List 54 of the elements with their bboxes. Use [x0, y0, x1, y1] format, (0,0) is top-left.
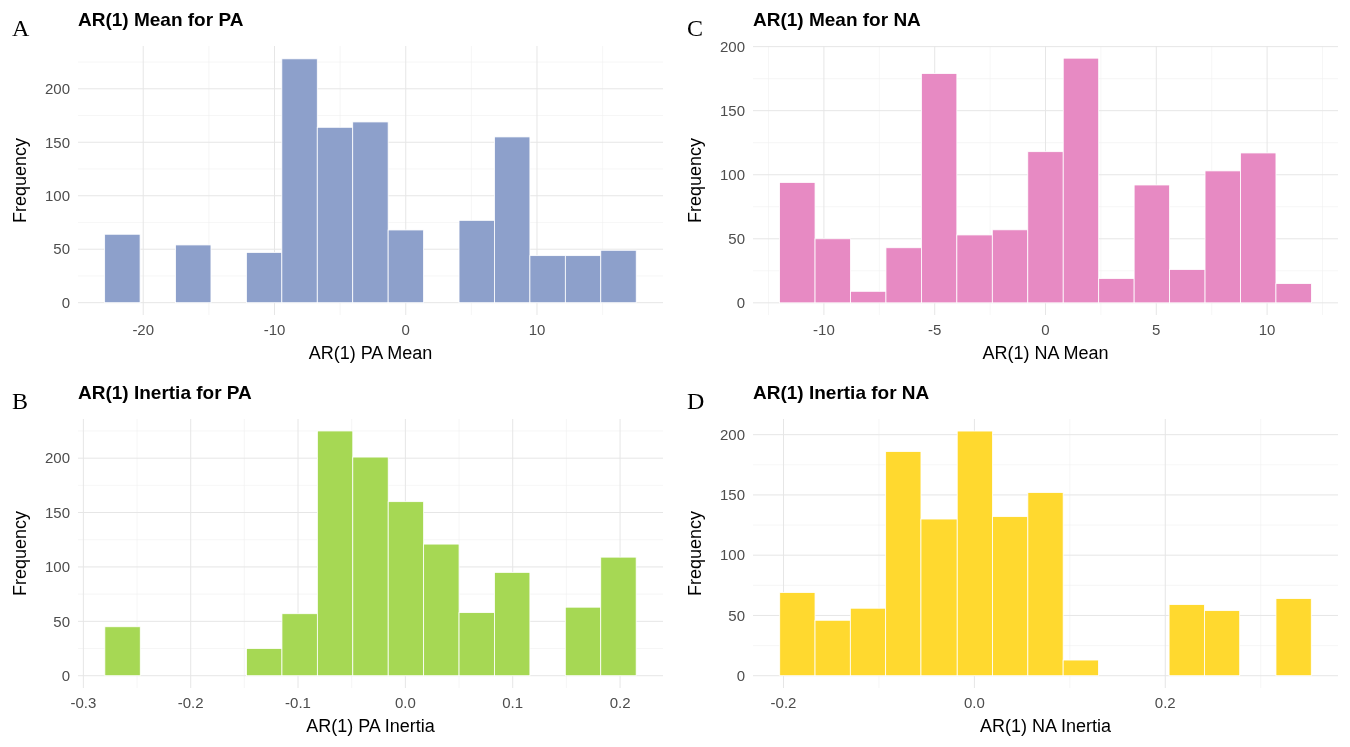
x-tick-label: 5: [1152, 321, 1161, 338]
x-axis-title: AR(1) NA Mean: [982, 343, 1109, 363]
x-tick-label: -0.1: [285, 694, 311, 711]
y-tick-label: 50: [53, 240, 70, 258]
y-axis-title: Frequency: [685, 137, 705, 224]
y-tick-label: 0: [61, 666, 70, 684]
y-tick-label: 200: [719, 425, 745, 443]
chart-title: AR(1) Mean for PA: [78, 9, 244, 30]
y-tick-label: 50: [53, 612, 70, 630]
y-tick-label: 100: [719, 546, 745, 564]
y-tick-label: 0: [736, 666, 745, 684]
x-tick-label: 0.0: [963, 694, 985, 711]
x-tick-label: -10: [263, 321, 286, 338]
y-tick-label: 50: [728, 230, 745, 248]
y-tick-label: 150: [44, 133, 70, 151]
text: D: [687, 388, 705, 414]
x-axis-title: AR(1) PA Inertia: [306, 716, 436, 736]
x-tick-label: 0: [1041, 321, 1050, 338]
chart-title: AR(1) Inertia for PA: [78, 382, 253, 403]
x-tick-label: -10: [813, 321, 835, 338]
y-tick-label: 200: [44, 80, 70, 98]
x-tick-label: 0.0: [394, 694, 416, 711]
x-tick-label: 10: [1258, 321, 1276, 338]
y-tick-label: 50: [728, 606, 745, 624]
x-tick-label: 10: [528, 321, 546, 338]
y-tick-label: 0: [61, 293, 70, 311]
text: B: [12, 388, 29, 414]
chart-title: AR(1) Mean for NA: [753, 9, 922, 30]
y-tick-label: 100: [44, 186, 70, 204]
x-tick-label: -20: [132, 321, 155, 338]
y-axis-title: Frequency: [10, 510, 30, 597]
x-tick-label: 0: [401, 321, 410, 338]
y-axis-title: Frequency: [10, 137, 30, 224]
x-tick-label: 0.2: [609, 694, 631, 711]
x-tick-label: -0.2: [770, 694, 797, 711]
x-tick-label: 0.2: [1154, 694, 1176, 711]
y-tick-label: 200: [44, 449, 70, 467]
y-tick-label: 200: [719, 37, 745, 55]
y-tick-label: 100: [44, 558, 70, 576]
x-tick-label: 0.1: [502, 694, 524, 711]
x-tick-label: -5: [928, 321, 942, 338]
y-tick-label: 100: [719, 165, 745, 183]
y-tick-label: 150: [44, 503, 70, 521]
x-axis-title: AR(1) PA Mean: [308, 343, 433, 363]
chart-title: AR(1) Inertia for NA: [753, 382, 930, 403]
text: C: [687, 15, 704, 41]
text: A: [12, 15, 30, 41]
x-axis-title: AR(1) NA Inertia: [979, 716, 1113, 736]
y-axis-title: Frequency: [685, 510, 705, 597]
x-tick-label: -0.3: [70, 694, 97, 711]
y-tick-label: 0: [736, 294, 745, 312]
x-tick-label: -0.2: [177, 694, 204, 711]
y-tick-label: 150: [719, 486, 745, 504]
y-tick-label: 150: [719, 101, 745, 119]
